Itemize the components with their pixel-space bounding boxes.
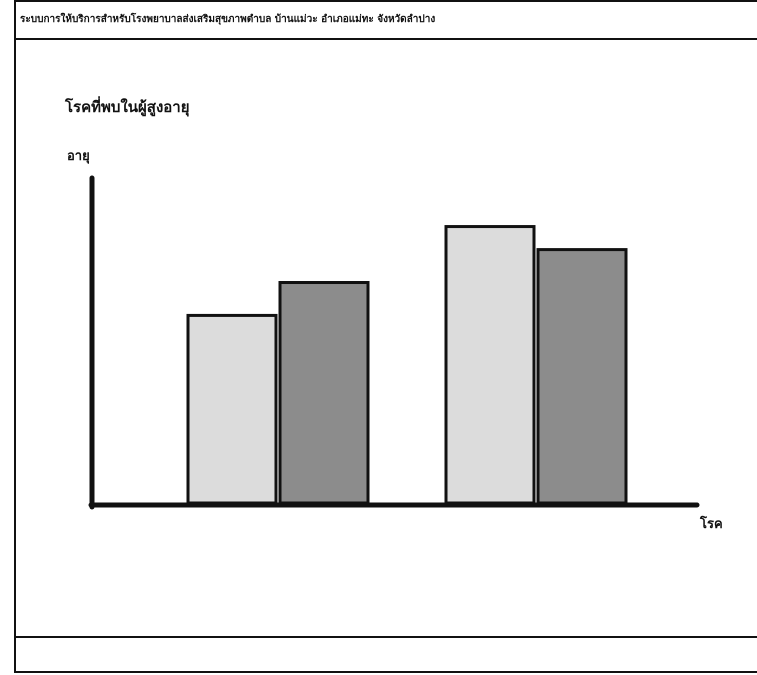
x-axis-label: โรค (699, 515, 723, 532)
title-bar: ระบบการให้บริการสำหรับโรงพยาบาลส่งเสริมส… (16, 2, 757, 40)
bar-series2-group1 (278, 281, 370, 505)
footer-bar (16, 636, 757, 675)
app-title: ระบบการให้บริการสำหรับโรงพยาบาลส่งเสริมส… (20, 14, 436, 25)
bar-series1-group1 (186, 313, 278, 505)
wireframe-frame: ระบบการให้บริการสำหรับโรงพยาบาลส่งเสริมส… (14, 0, 757, 673)
y-axis-label: อายุ (67, 149, 90, 164)
bars-group (186, 225, 628, 505)
chart-title: โรคที่พบในผู้สูงอายุ (64, 96, 190, 117)
bar-series2-group2 (536, 248, 628, 505)
bar-series1-group2 (444, 225, 536, 505)
